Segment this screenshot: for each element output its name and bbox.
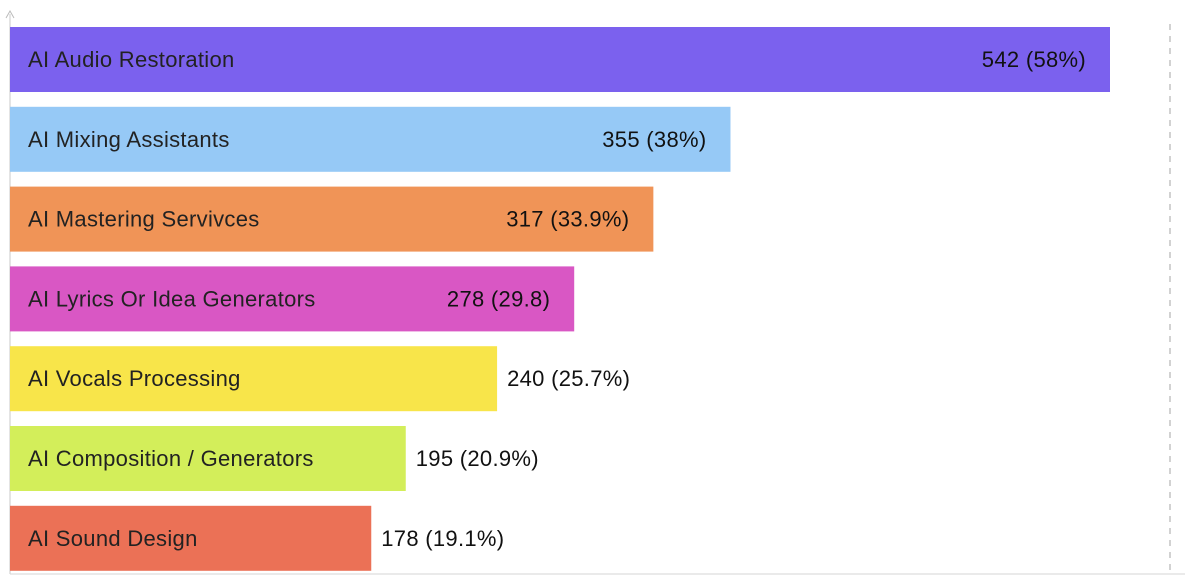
bar-category-label: AI Sound Design (28, 526, 198, 551)
bar-value-label: 542 (58%) (982, 47, 1086, 72)
bar-value-label: 355 (38%) (602, 127, 706, 152)
bar-1 (10, 27, 1110, 92)
bar-category-label: AI Lyrics Or Idea Generators (28, 286, 316, 311)
bar-5 (10, 346, 498, 412)
bar-category-label: AI Vocals Processing (28, 366, 241, 391)
bar-category-label: AI Mastering Servivces (28, 207, 260, 232)
bar-7 (10, 505, 372, 571)
y-axis-arrow-icon (5, 9, 15, 19)
bar-value-label: 240 (25.7%) (507, 366, 630, 391)
bar-4 (10, 266, 575, 332)
bar-value-label: 278 (29.8) (447, 286, 550, 311)
bar-value-label: 195 (20.9%) (416, 446, 539, 471)
bar-category-label: AI Composition / Generators (28, 446, 314, 471)
bar-3 (10, 186, 654, 252)
bar-6 (10, 426, 406, 491)
bar-value-label: 317 (33.9%) (506, 207, 629, 232)
bar-category-label: AI Mixing Assistants (28, 127, 230, 152)
bar-category-label: AI Audio Restoration (28, 47, 235, 72)
bar-group: AI Audio Restoration 542 (58%) AI Mixing A… (10, 27, 1110, 571)
bar-2 (10, 106, 731, 172)
bar-value-label: 178 (19.1%) (381, 526, 504, 551)
